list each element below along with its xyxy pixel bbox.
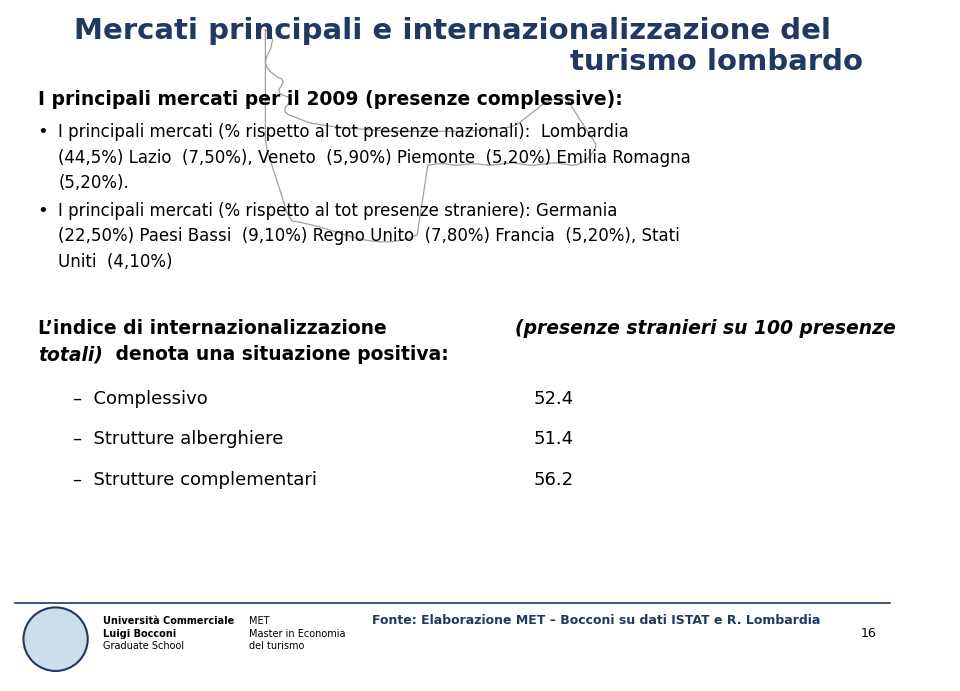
Text: L’indice di internazionalizzazione: L’indice di internazionalizzazione <box>37 319 393 338</box>
Text: 16: 16 <box>861 627 876 640</box>
Text: Master in Economia: Master in Economia <box>250 629 346 638</box>
Text: 51.4: 51.4 <box>533 430 573 448</box>
Text: Luigi Bocconi: Luigi Bocconi <box>103 629 176 638</box>
Text: Graduate School: Graduate School <box>103 641 184 651</box>
Text: I principali mercati (% rispetto al tot presenze straniere): Germania
(22,50%) P: I principali mercati (% rispetto al tot … <box>59 202 680 271</box>
Text: •: • <box>37 202 49 220</box>
Text: 56.2: 56.2 <box>533 471 573 489</box>
Ellipse shape <box>23 607 87 671</box>
Text: (presenze stranieri su 100 presenze: (presenze stranieri su 100 presenze <box>516 319 896 338</box>
Text: Università Commerciale: Università Commerciale <box>103 616 234 626</box>
Text: totali): totali) <box>37 346 103 364</box>
Text: I principali mercati per il 2009 (presenze complessive):: I principali mercati per il 2009 (presen… <box>37 90 622 108</box>
Text: 52.4: 52.4 <box>533 390 573 408</box>
Text: del turismo: del turismo <box>250 641 304 651</box>
Text: –  Complessivo: – Complessivo <box>74 390 208 408</box>
Text: I principali mercati (% rispetto al tot presenze nazionali):  Lombardia
(44,5%) : I principali mercati (% rispetto al tot … <box>59 123 691 192</box>
Text: •: • <box>37 123 49 141</box>
Text: –  Strutture complementari: – Strutture complementari <box>74 471 318 489</box>
Text: –  Strutture alberghiere: – Strutture alberghiere <box>74 430 284 448</box>
Text: turismo lombardo: turismo lombardo <box>570 48 863 77</box>
Text: denota una situazione positiva:: denota una situazione positiva: <box>109 346 449 364</box>
Text: Mercati principali e internazionalizzazione del: Mercati principali e internazionalizzazi… <box>74 17 831 46</box>
Text: MET: MET <box>250 616 270 626</box>
Text: Fonte: Elaborazione MET – Bocconi su dati ISTAT e R. Lombardia: Fonte: Elaborazione MET – Bocconi su dat… <box>372 614 821 627</box>
